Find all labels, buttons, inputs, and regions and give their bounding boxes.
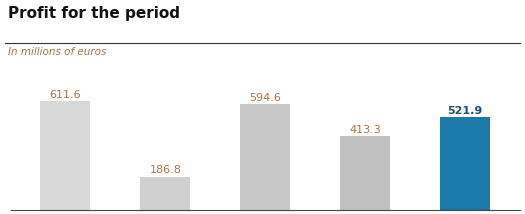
Bar <box>340 137 390 210</box>
Text: 594.6: 594.6 <box>249 93 281 103</box>
Bar <box>40 101 90 210</box>
Bar <box>140 177 190 210</box>
Text: 413.3: 413.3 <box>349 125 381 135</box>
Text: In millions of euros: In millions of euros <box>8 47 106 57</box>
Text: 186.8: 186.8 <box>149 165 181 175</box>
Text: 521.9: 521.9 <box>447 106 482 116</box>
Bar <box>240 104 290 210</box>
Bar <box>440 117 490 210</box>
Text: 611.6: 611.6 <box>49 90 81 100</box>
Text: Profit for the period: Profit for the period <box>8 6 180 21</box>
